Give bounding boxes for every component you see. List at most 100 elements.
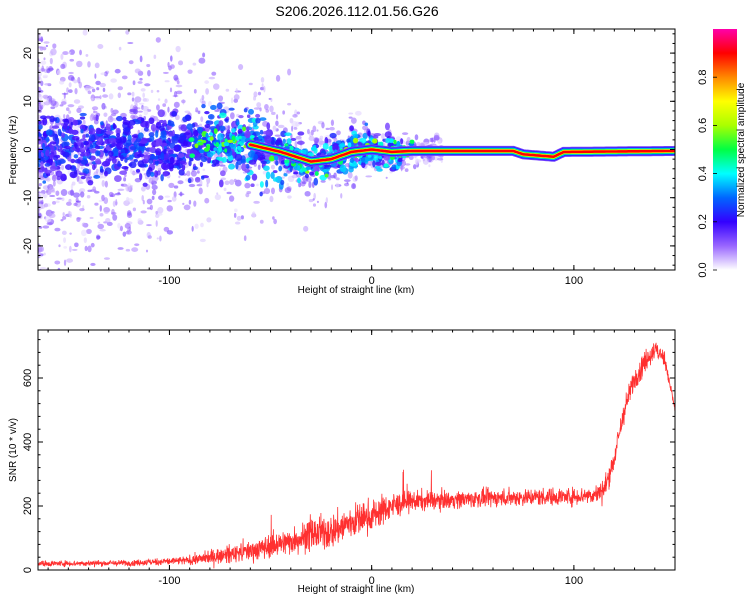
heatmap-cell [324, 136, 329, 145]
chart-title: S206.2026.112.01.56.G26 [275, 3, 438, 19]
heatmap-cell [219, 168, 222, 172]
heatmap-cell [235, 87, 238, 94]
heatmap-cell [287, 68, 292, 76]
heatmap-cell [134, 99, 138, 106]
heatmap-cell [91, 88, 96, 93]
heatmap-cell [308, 199, 314, 203]
heatmap-cell [66, 258, 74, 263]
heatmap-cell [241, 163, 247, 172]
x-tick-label: 0 [369, 575, 375, 587]
heatmap-cell [72, 123, 79, 131]
heatmap-cell [126, 212, 133, 219]
heatmap-cell [68, 71, 74, 75]
heatmap-cell [238, 63, 244, 70]
heatmap-cell [56, 197, 63, 200]
heatmap-cell [63, 237, 67, 243]
heatmap-cell [260, 160, 268, 164]
heatmap-cell [51, 125, 60, 129]
heatmap-cell [60, 164, 65, 171]
y-tick-label: -20 [22, 238, 34, 254]
heatmap-cell [73, 169, 78, 175]
heatmap-cell [372, 160, 376, 168]
colorbar-tick-label: 0.0 [697, 262, 709, 277]
heatmap-cell [155, 138, 163, 147]
heatmap-cell [284, 187, 292, 194]
heatmap-cell [223, 187, 227, 192]
heatmap-cell [111, 157, 117, 164]
heatmap-cell [184, 110, 190, 114]
heatmap-cell [179, 160, 186, 165]
heatmap-cell [290, 137, 297, 141]
heatmap-cell [122, 136, 127, 143]
heatmap-cell [94, 202, 99, 206]
heatmap-cell [214, 109, 220, 112]
heatmap-cell [265, 108, 270, 113]
heatmap-cell [280, 130, 287, 138]
heatmap-cell [111, 211, 117, 215]
heatmap-cell [162, 103, 167, 107]
heatmap-cell [125, 230, 132, 235]
heatmap-cell [89, 148, 97, 154]
heatmap-cell [94, 190, 100, 194]
heatmap-cell [194, 223, 199, 229]
heatmap-cell [206, 182, 209, 188]
heatmap-cell [155, 130, 159, 138]
heatmap-cell [119, 225, 123, 232]
heatmap-cell [37, 303, 40, 310]
heatmap-cell [234, 221, 241, 225]
heatmap-cell [304, 190, 311, 197]
heatmap-cell [111, 287, 115, 294]
heatmap-cell [55, 200, 60, 204]
heatmap-cell [71, 248, 78, 251]
heatmap-cell [162, 172, 168, 177]
heatmap-cell [194, 143, 199, 149]
heatmap-cell [204, 123, 211, 128]
heatmap-cell [163, 119, 167, 126]
heatmap-cell [156, 90, 160, 93]
heatmap-cell [55, 190, 60, 196]
heatmap-cell [91, 106, 99, 111]
heatmap-cell [309, 131, 312, 138]
heatmap-cell [257, 164, 261, 171]
heatmap-cell [265, 179, 269, 188]
heatmap-cell [67, 51, 72, 54]
heatmap-cell [336, 130, 341, 136]
heatmap-cell [112, 200, 116, 207]
heatmap-cell [272, 170, 278, 174]
heatmap-cell [213, 83, 220, 90]
heatmap-cell [84, 163, 90, 167]
heatmap-cell [388, 138, 395, 144]
heatmap-cell [102, 87, 106, 93]
heatmap-cell [143, 109, 149, 116]
heatmap-cell [253, 95, 257, 101]
heatmap-cell [365, 175, 373, 178]
heatmap-cell [259, 129, 264, 135]
heatmap-cell [40, 68, 46, 72]
heatmap-cell [42, 300, 48, 303]
heatmap-cell [216, 102, 223, 110]
heatmap-cell [76, 200, 81, 203]
heatmap-cell [132, 80, 136, 86]
heatmap-cell [233, 94, 240, 101]
heatmap-cell [321, 122, 325, 129]
heatmap-cell [42, 180, 47, 184]
heatmap-cell [312, 203, 317, 207]
heatmap-cell [225, 88, 230, 92]
heatmap-cell [311, 146, 317, 152]
heatmap-cell [193, 129, 199, 137]
heatmap-cell [129, 108, 137, 113]
heatmap-cell [332, 142, 339, 151]
heatmap-cell [112, 147, 119, 153]
heatmap-cell [167, 106, 170, 113]
heatmap-cell [49, 57, 53, 65]
heatmap-cell [55, 137, 60, 146]
heatmap-cell [99, 168, 104, 173]
heatmap-cell [79, 145, 86, 153]
heatmap-cell [138, 163, 147, 168]
heatmap-cell [117, 222, 121, 229]
heatmap-cell [297, 177, 301, 184]
heatmap-cell [163, 153, 169, 161]
heatmap-cell [42, 142, 46, 151]
heatmap-cell [422, 158, 425, 162]
